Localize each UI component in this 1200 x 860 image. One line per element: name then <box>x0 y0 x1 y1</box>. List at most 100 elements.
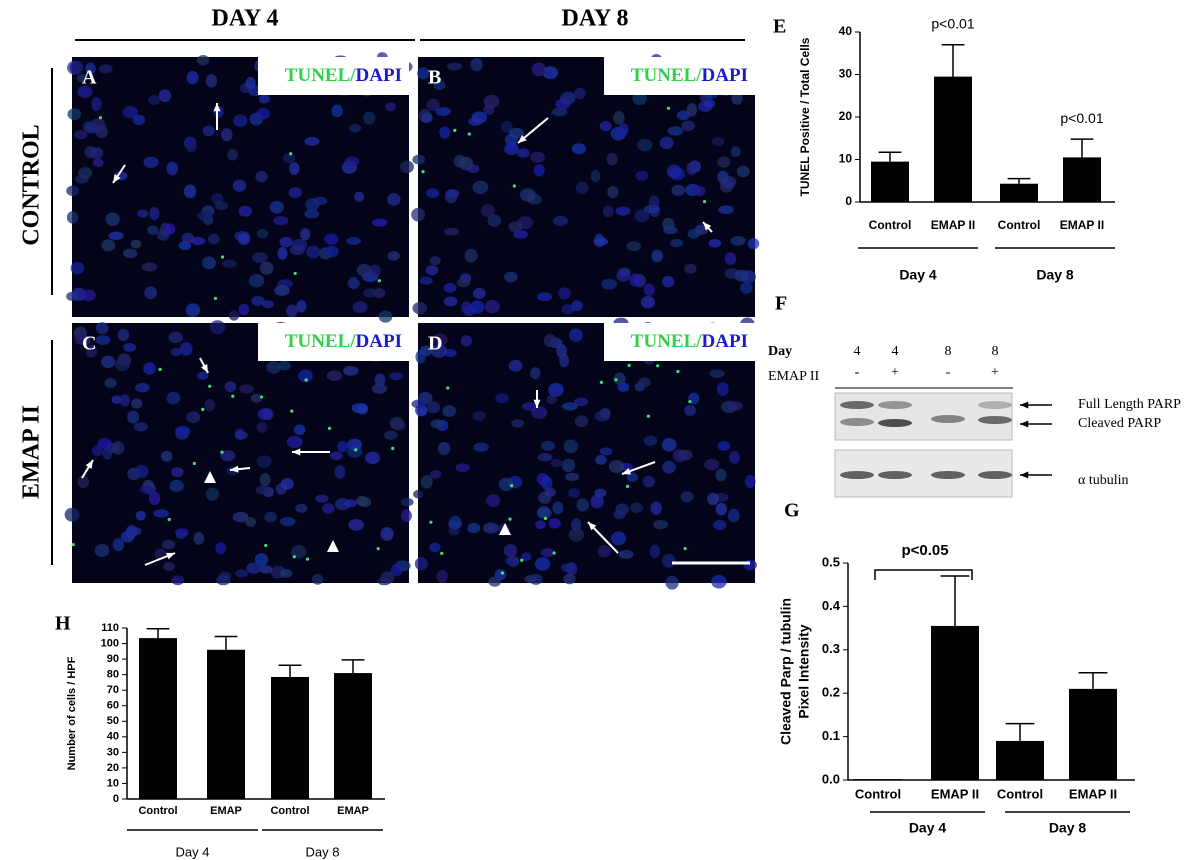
nucleus <box>651 249 664 263</box>
nucleus <box>553 215 568 227</box>
nucleus <box>561 458 576 473</box>
nucleus <box>205 73 218 88</box>
nucleus <box>470 57 483 72</box>
nucleus <box>611 531 626 546</box>
nucleus <box>326 370 343 381</box>
tunel-dot <box>290 409 294 413</box>
blot-band <box>840 418 874 426</box>
significance-bracket <box>874 569 973 580</box>
panel-letter: D <box>428 333 442 355</box>
blot-band <box>878 471 912 479</box>
stain-label: TUNEL/DAPI <box>631 331 748 352</box>
nucleus <box>69 60 84 75</box>
group-label: Day 4 <box>176 844 210 859</box>
group-label: Day 4 <box>909 820 947 836</box>
nucleus <box>412 302 428 315</box>
nucleus <box>269 200 285 214</box>
nucleus <box>296 300 307 313</box>
lane-day: 8 <box>992 344 999 359</box>
nucleus <box>171 575 185 586</box>
nucleus <box>161 539 176 550</box>
nucleus <box>483 522 499 534</box>
nucleus <box>134 465 149 478</box>
nucleus <box>468 117 483 126</box>
nucleus <box>234 428 246 440</box>
nucleus <box>544 487 556 497</box>
arrowhead-marker <box>204 471 216 483</box>
x-tick-label: EMAP II <box>1060 218 1104 232</box>
nucleus <box>542 66 559 80</box>
nucleus <box>718 205 734 215</box>
nucleus <box>95 335 111 345</box>
nucleus <box>197 210 213 221</box>
nucleus <box>295 503 308 513</box>
nucleus <box>298 369 313 383</box>
tunel-dot <box>440 551 444 555</box>
nucleus <box>374 373 386 387</box>
y-axis-label: Number of cells / HPF <box>66 656 78 770</box>
nucleus <box>413 489 424 499</box>
nucleus <box>535 520 546 529</box>
nucleus <box>94 544 110 557</box>
nucleus <box>521 402 538 411</box>
tunel-dot <box>421 169 425 174</box>
y-tick-label: 0 <box>113 793 119 805</box>
nucleus <box>114 357 130 372</box>
nucleus <box>283 153 296 164</box>
nucleus <box>315 494 329 503</box>
stain-dapi: DAPI <box>356 65 402 86</box>
nucleus <box>122 248 138 259</box>
nucleus <box>745 474 756 489</box>
nucleus <box>351 403 368 414</box>
nucleus <box>736 165 750 178</box>
nucleus <box>508 127 525 139</box>
nucleus <box>536 472 550 486</box>
nucleus <box>530 151 546 163</box>
nucleus <box>322 503 335 514</box>
nucleus <box>537 292 553 302</box>
nucleus <box>613 372 626 386</box>
y-tick-label: 30 <box>107 746 119 758</box>
nucleus <box>618 549 634 559</box>
blot-band <box>878 401 912 409</box>
bar <box>934 76 972 202</box>
nucleus <box>680 491 694 503</box>
nucleus <box>208 233 220 245</box>
nucleus <box>191 236 206 246</box>
tunel-dot <box>208 384 212 388</box>
nucleus <box>442 405 457 417</box>
nucleus <box>98 64 113 74</box>
nucleus <box>221 259 237 269</box>
tunel-dot <box>327 426 332 430</box>
nucleus <box>137 209 149 218</box>
nucleus <box>417 67 430 80</box>
nucleus <box>426 98 440 111</box>
nucleus <box>568 488 581 498</box>
nucleus <box>183 184 197 199</box>
nucleus <box>411 399 426 409</box>
nucleus <box>209 320 226 335</box>
y-tick-label: 40 <box>839 24 853 38</box>
bar <box>207 649 245 799</box>
nucleus <box>214 201 229 211</box>
tunel-dot <box>220 255 225 259</box>
nucleus <box>387 193 401 206</box>
x-tick-label: EMAP II <box>1069 786 1117 801</box>
nucleus <box>626 472 638 482</box>
nucleus <box>169 479 184 493</box>
nucleus <box>149 206 160 221</box>
bar <box>271 676 309 799</box>
tunel-dot <box>500 571 505 575</box>
nucleus <box>717 441 731 451</box>
nucleus <box>122 106 139 119</box>
nucleus <box>443 296 458 307</box>
nucleus <box>148 491 161 506</box>
bar <box>996 740 1044 780</box>
nucleus <box>266 361 281 374</box>
nucleus <box>256 108 270 120</box>
nucleus <box>343 366 359 376</box>
nucleus <box>171 467 184 478</box>
y-tick-label: 20 <box>839 109 853 123</box>
nucleus <box>574 415 589 428</box>
arrow-head <box>1020 401 1029 409</box>
